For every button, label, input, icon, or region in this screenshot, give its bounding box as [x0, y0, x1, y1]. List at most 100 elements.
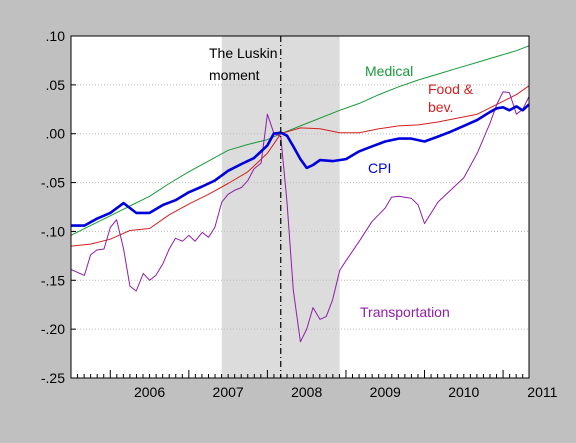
- x-tick-label-1: 2007: [213, 384, 244, 400]
- point-transportation-42: [358, 240, 360, 242]
- gridlines: [71, 84, 529, 330]
- point-cpi-1: [83, 224, 85, 226]
- point-cpi-36: [489, 111, 491, 113]
- point-medical-22: [496, 55, 498, 57]
- point-medical-7: [207, 160, 209, 162]
- point-food-bev-15: [358, 132, 360, 134]
- point-transportation-18: [194, 240, 196, 242]
- point-cpi-2: [96, 218, 98, 220]
- point-transportation-52: [463, 176, 465, 178]
- point-medical-10: [266, 138, 268, 140]
- point-medical-15: [358, 102, 360, 104]
- point-food-bev-12: [299, 127, 301, 129]
- y-tick-label-3: -.05: [41, 175, 65, 191]
- point-transportation-40: [338, 269, 340, 271]
- series-label-food-line1: Food &: [428, 81, 474, 97]
- point-transportation-17: [188, 234, 190, 236]
- point-transportation-10: [142, 272, 144, 274]
- point-transportation-55: [496, 103, 498, 105]
- point-transportation-21: [214, 226, 216, 228]
- point-transportation-2: [89, 254, 91, 256]
- point-transportation-58: [515, 113, 517, 115]
- point-cpi-33: [449, 131, 451, 133]
- point-transportation-23: [227, 193, 229, 195]
- point-transportation-3: [96, 249, 98, 251]
- point-cpi-34: [463, 125, 465, 127]
- point-food-bev-21: [476, 113, 478, 115]
- point-cpi-14: [253, 157, 255, 159]
- point-cpi-18: [286, 134, 288, 136]
- point-cpi-10: [201, 185, 203, 187]
- point-cpi-21: [305, 167, 307, 169]
- point-cpi-38: [502, 106, 504, 108]
- series-label-transportation: Transportation: [360, 304, 450, 320]
- point-cpi-26: [358, 150, 360, 152]
- point-food-bev-2: [109, 238, 111, 240]
- point-food-bev-19: [437, 121, 439, 123]
- point-medical-17: [397, 86, 399, 88]
- point-cpi-40: [515, 105, 517, 107]
- point-cpi-41: [522, 109, 524, 111]
- point-cpi-29: [397, 137, 399, 139]
- point-cpi-7: [162, 204, 164, 206]
- series-line-medical: [70, 45, 530, 236]
- point-cpi-9: [188, 191, 190, 193]
- point-transportation-24: [233, 189, 235, 191]
- point-cpi-22: [312, 164, 314, 166]
- series-label-medical: Medical: [365, 63, 413, 79]
- point-transportation-20: [207, 236, 209, 238]
- y-tick-label-7: -.25: [41, 370, 65, 386]
- point-transportation-7: [122, 248, 124, 250]
- point-cpi-32: [437, 135, 439, 137]
- point-cpi-5: [135, 212, 137, 214]
- point-cpi-23: [319, 159, 321, 161]
- point-food-bev-3: [129, 229, 131, 231]
- point-transportation-29: [266, 113, 268, 115]
- point-transportation-36: [312, 306, 314, 308]
- point-cpi-13: [240, 163, 242, 165]
- point-medical-8: [227, 149, 229, 151]
- point-cpi-6: [148, 212, 150, 214]
- point-cpi-35: [476, 119, 478, 121]
- series-line-cpi: [71, 103, 530, 227]
- point-food-bev-8: [227, 182, 229, 184]
- point-food-bev-5: [168, 214, 170, 216]
- point-cpi-25: [345, 158, 347, 160]
- point-transportation-51: [449, 189, 451, 191]
- y-tick-label-2: .00: [46, 126, 66, 142]
- point-cpi-4: [122, 202, 124, 204]
- point-cpi-39: [508, 109, 510, 111]
- point-transportation-4: [103, 248, 105, 250]
- point-medical-14: [338, 109, 340, 111]
- point-medical-21: [476, 61, 478, 63]
- point-transportation-11: [148, 279, 150, 281]
- point-cpi-12: [227, 170, 229, 172]
- point-food-bev-20: [456, 117, 458, 119]
- point-transportation-48: [417, 204, 419, 206]
- x-tick-label-3: 2009: [370, 384, 401, 400]
- point-cpi-37: [496, 107, 498, 109]
- point-transportation-35: [305, 328, 307, 330]
- point-cpi-28: [384, 140, 386, 142]
- point-transportation-39: [331, 299, 333, 301]
- x-tick-label-5: 2011: [527, 384, 557, 400]
- point-cpi-15: [266, 144, 268, 146]
- point-cpi-3: [109, 212, 111, 214]
- point-food-bev-17: [397, 125, 399, 127]
- point-transportation-28: [260, 162, 262, 164]
- point-food-bev-1: [89, 243, 91, 245]
- y-axis: .10 .05 .00 -.05 -.10 -.15 -.20 -.25: [41, 28, 76, 386]
- point-transportation-45: [390, 196, 392, 198]
- point-food-bev-23: [515, 93, 517, 95]
- point-transportation-6: [115, 219, 117, 221]
- point-cpi-27: [371, 145, 373, 147]
- point-medical-23: [515, 49, 517, 51]
- point-cpi-11: [214, 179, 216, 181]
- y-tick-label-1: .05: [46, 77, 66, 93]
- point-transportation-14: [168, 248, 170, 250]
- point-transportation-26: [247, 179, 249, 181]
- point-transportation-1: [83, 274, 85, 276]
- luskin-annotation-line1: The Luskin: [209, 45, 277, 61]
